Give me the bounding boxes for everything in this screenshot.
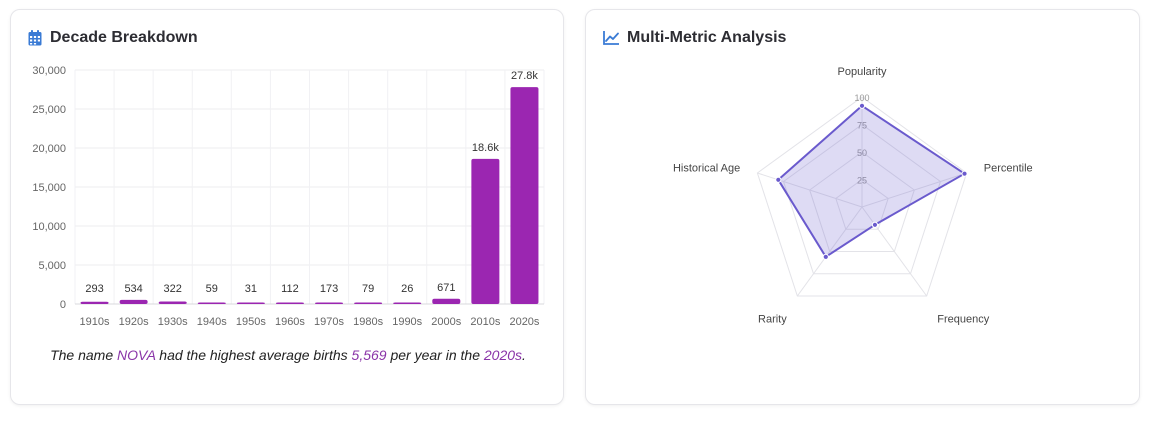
- bar: [197, 302, 226, 304]
- x-tick-label: 2010s: [470, 316, 500, 328]
- caption-mid1: had the highest average births: [155, 347, 352, 363]
- radar-axis-label: Popularity: [838, 66, 887, 78]
- caption-suffix: .: [522, 347, 526, 363]
- decade-breakdown-header: Decade Breakdown: [28, 29, 198, 47]
- radar-tick-label: 25: [857, 176, 867, 186]
- line-chart-icon: [603, 31, 619, 45]
- x-tick-label: 1940s: [197, 316, 227, 328]
- x-tick-label: 1980s: [353, 316, 383, 328]
- bar-data-label: 112: [281, 283, 299, 295]
- bar: [393, 302, 422, 304]
- radar-tick-label: 75: [857, 121, 867, 131]
- caption-value: 5,569: [351, 347, 387, 363]
- bar: [510, 87, 539, 304]
- y-tick-label: 10,000: [32, 221, 66, 233]
- bar: [275, 302, 304, 304]
- bar-data-label: 31: [245, 283, 257, 295]
- radar-spoke: [861, 206, 928, 297]
- multi-metric-radar-chart: 25 50 75 100 Popularity Percentile Frequency Ra…: [673, 66, 1033, 326]
- calendar-icon: [28, 30, 42, 46]
- decade-breakdown-card: Decade Breakdown 0 5,000 10,000 15,000 20,00…: [10, 9, 564, 405]
- y-tick-label: 30,000: [32, 65, 66, 77]
- radar-axis-label: Rarity: [758, 314, 787, 326]
- bar-data-label: 18.6k: [472, 142, 499, 154]
- bar: [158, 301, 187, 304]
- bar-data-label: 293: [85, 283, 103, 295]
- y-tick-label: 20,000: [32, 143, 66, 155]
- bar-data-label: 671: [437, 282, 455, 294]
- caption: The name NOVA had the highest average bi…: [11, 347, 565, 363]
- bar-data-label: 59: [206, 283, 218, 295]
- y-tick-label: 25,000: [32, 104, 66, 116]
- bar: [80, 301, 109, 304]
- bar-data-label: 173: [320, 283, 338, 295]
- caption-mid2: per year in the: [386, 347, 484, 363]
- radar-point: [858, 102, 866, 109]
- decade-bar-chart: 0 5,000 10,000 15,000 20,000 25,000 30,000 293 1…: [32, 65, 545, 328]
- radar-point: [871, 221, 879, 228]
- y-tick-label: 5,000: [38, 260, 66, 272]
- bar-data-label: 26: [401, 283, 413, 295]
- x-tick-label: 1910s: [80, 316, 110, 328]
- radar-spoke: [757, 172, 863, 208]
- bar-data-label: 322: [164, 283, 182, 295]
- bar: [432, 298, 461, 304]
- radar-series-area: [777, 104, 966, 258]
- radar-axis-label: Historical Age: [673, 162, 740, 174]
- x-tick-label: 1920s: [119, 316, 149, 328]
- radar-tick-label: 50: [857, 148, 867, 158]
- bar-data-label: 27.8k: [511, 70, 538, 82]
- radar-spoke: [796, 206, 863, 297]
- caption-prefix: The name: [50, 347, 118, 363]
- x-tick-label: 1970s: [314, 316, 344, 328]
- bar: [119, 299, 148, 304]
- bar: [471, 158, 500, 304]
- caption-decade: 2020s: [483, 347, 523, 363]
- bar: [354, 302, 383, 304]
- x-tick-label: 2000s: [431, 316, 461, 328]
- radar-axis-label: Percentile: [984, 162, 1033, 174]
- radar-grid-ring: [756, 96, 968, 297]
- caption-name: NOVA: [117, 347, 156, 363]
- bar-data-label: 534: [124, 283, 142, 295]
- multi-metric-title: Multi-Metric Analysis: [627, 29, 787, 46]
- bar: [315, 302, 344, 304]
- bar: [236, 302, 265, 304]
- radar-grid-ring: [809, 151, 915, 252]
- x-tick-label: 1960s: [275, 316, 305, 328]
- x-tick-label: 1930s: [158, 316, 188, 328]
- radar-tick-label: 100: [854, 93, 869, 103]
- x-tick-label: 2020s: [509, 316, 539, 328]
- y-tick-label: 15,000: [32, 182, 66, 194]
- radar-grid-ring: [835, 178, 889, 230]
- multi-metric-header: Multi-Metric Analysis: [603, 29, 786, 47]
- radar-point: [775, 176, 782, 183]
- decade-breakdown-title: Decade Breakdown: [50, 29, 198, 46]
- radar-grid-ring: [782, 123, 942, 275]
- multi-metric-card: Multi-Metric Analysis 25 50 75 100 Popularit…: [585, 9, 1140, 405]
- radar-spoke: [861, 172, 967, 208]
- x-tick-label: 1950s: [236, 316, 266, 328]
- bar-data-label: 79: [362, 283, 374, 295]
- radar-point: [961, 170, 968, 177]
- radar-axis-label: Frequency: [937, 314, 989, 326]
- y-tick-label: 0: [60, 299, 66, 311]
- x-tick-label: 1990s: [392, 316, 422, 328]
- radar-point: [822, 253, 829, 260]
